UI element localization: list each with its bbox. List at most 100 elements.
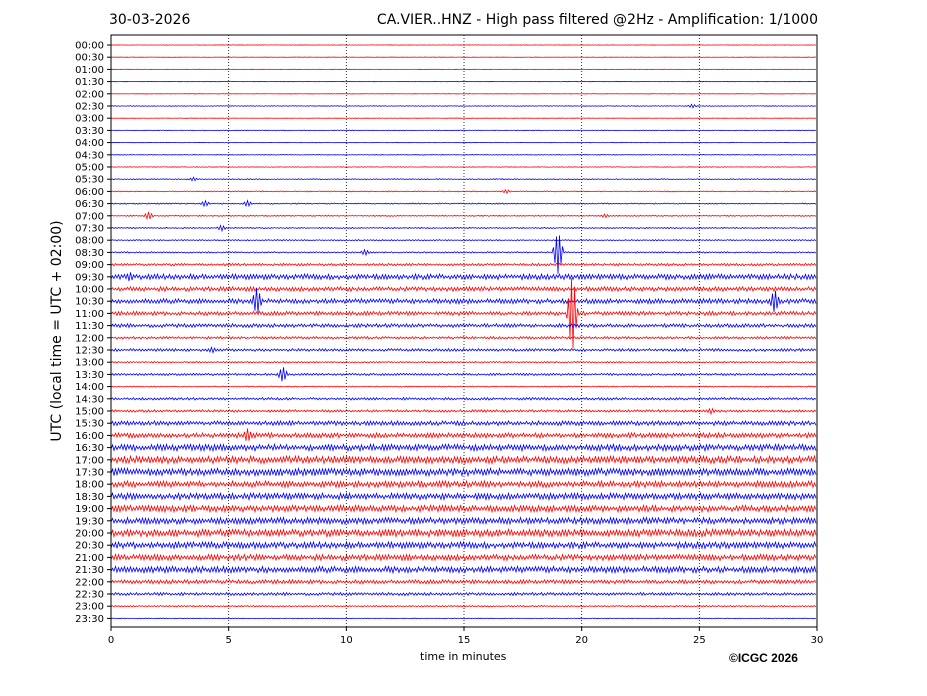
y-tick-label: 16:00 bbox=[75, 431, 104, 442]
trace-0700 bbox=[110, 211, 817, 221]
y-tick-label: 02:00 bbox=[75, 89, 104, 100]
x-tick-label: 20 bbox=[575, 635, 588, 646]
trace-0730 bbox=[110, 224, 817, 233]
trace-2200 bbox=[110, 578, 817, 585]
trace-0930 bbox=[110, 272, 817, 282]
y-tick-label: 23:00 bbox=[75, 602, 104, 613]
trace-2330 bbox=[110, 617, 817, 620]
trace-1530 bbox=[110, 419, 817, 427]
trace-1600 bbox=[110, 428, 817, 441]
y-tick-label: 07:30 bbox=[75, 224, 104, 235]
y-tick-label: 18:30 bbox=[75, 492, 104, 503]
y-tick-label: 10:30 bbox=[75, 297, 104, 308]
y-axis-label: UTC (local time = UTC + 02:00) bbox=[49, 220, 65, 442]
trace-1430 bbox=[110, 396, 817, 401]
trace-0130 bbox=[110, 80, 817, 83]
trace-1800 bbox=[110, 479, 817, 489]
trace-1230 bbox=[110, 345, 817, 354]
trace-1030 bbox=[110, 288, 817, 313]
y-tick-label: 06:00 bbox=[75, 187, 104, 198]
y-tick-label: 12:30 bbox=[75, 346, 104, 357]
trace-0330 bbox=[110, 129, 817, 132]
trace-0030 bbox=[110, 56, 817, 58]
y-tick-label: 23:30 bbox=[75, 614, 104, 625]
trace-1130 bbox=[110, 322, 817, 329]
trace-2130 bbox=[110, 564, 817, 575]
trace-1200 bbox=[110, 335, 817, 340]
y-tick-label: 22:30 bbox=[75, 590, 104, 601]
y-tick-label: 22:00 bbox=[75, 577, 104, 588]
y-tick-label: 01:30 bbox=[75, 77, 104, 88]
trace-2000 bbox=[110, 527, 817, 539]
x-tick-label: 30 bbox=[811, 635, 824, 646]
trace-1000 bbox=[110, 285, 817, 293]
plot-frame bbox=[110, 34, 818, 628]
y-tick-label: 02:30 bbox=[75, 102, 104, 113]
trace-1400 bbox=[110, 385, 817, 388]
y-tick-label: 21:00 bbox=[75, 553, 104, 564]
y-tick-label: 03:30 bbox=[75, 126, 104, 137]
trace-0900 bbox=[110, 262, 817, 267]
trace-group bbox=[110, 44, 817, 620]
y-tick-label: 15:30 bbox=[75, 419, 104, 430]
trace-0400 bbox=[110, 141, 817, 144]
y-tick-label: 14:30 bbox=[75, 394, 104, 405]
trace-0630 bbox=[110, 199, 817, 208]
y-tick-label: 11:30 bbox=[75, 321, 104, 332]
y-tick-label: 11:00 bbox=[75, 309, 104, 320]
x-tick-label: 15 bbox=[458, 635, 471, 646]
copyright-label: ©ICGC 2026 bbox=[729, 651, 798, 665]
y-tick-label: 20:00 bbox=[75, 529, 104, 540]
grid-group bbox=[228, 35, 700, 627]
y-tick-label: 14:00 bbox=[75, 382, 104, 393]
y-tick-label: 04:30 bbox=[75, 150, 104, 161]
trace-0600 bbox=[110, 188, 817, 195]
y-tick-label: 05:30 bbox=[75, 175, 104, 186]
y-tick-label: 19:00 bbox=[75, 504, 104, 515]
trace-1100 bbox=[110, 278, 817, 349]
y-tick-label: 12:00 bbox=[75, 333, 104, 344]
y-tick-label: 10:00 bbox=[75, 285, 104, 296]
x-tick-label: 25 bbox=[693, 635, 706, 646]
y-tick-label: 03:00 bbox=[75, 114, 104, 125]
x-tick-label: 10 bbox=[340, 635, 353, 646]
trace-1930 bbox=[110, 516, 817, 526]
y-tick-label: 21:30 bbox=[75, 565, 104, 576]
date-label: 30-03-2026 bbox=[109, 12, 191, 28]
trace-0800 bbox=[110, 239, 817, 242]
trace-1330 bbox=[110, 367, 817, 382]
y-tick-label: 15:00 bbox=[75, 407, 104, 418]
trace-0300 bbox=[110, 117, 817, 119]
x-tick-label: 0 bbox=[108, 635, 114, 646]
y-tick-label: 18:00 bbox=[75, 480, 104, 491]
x-tick-label: 5 bbox=[225, 635, 231, 646]
trace-1500 bbox=[110, 407, 817, 416]
trace-2030 bbox=[110, 540, 817, 550]
y-tick-label: 08:00 bbox=[75, 236, 104, 247]
y-tick-label: 08:30 bbox=[75, 248, 104, 259]
y-tick-label: 17:00 bbox=[75, 455, 104, 466]
trace-2100 bbox=[110, 553, 817, 562]
trace-0430 bbox=[110, 153, 817, 156]
trace-1700 bbox=[110, 454, 817, 466]
y-tick-label: 19:30 bbox=[75, 516, 104, 527]
trace-0230 bbox=[110, 103, 817, 109]
trace-2300 bbox=[110, 604, 817, 608]
y-tick-label: 13:30 bbox=[75, 370, 104, 381]
y-tick-label: 16:30 bbox=[75, 443, 104, 454]
y-tick-label: 13:00 bbox=[75, 358, 104, 369]
trace-0000 bbox=[110, 44, 817, 46]
y-tick-label: 20:30 bbox=[75, 541, 104, 552]
x-axis-label: time in minutes bbox=[420, 650, 507, 663]
trace-0830 bbox=[110, 235, 817, 274]
trace-0200 bbox=[110, 93, 817, 95]
trace-1730 bbox=[110, 466, 817, 478]
y-tick-label: 05:00 bbox=[75, 163, 104, 174]
y-tick-label: 09:00 bbox=[75, 260, 104, 271]
y-tick-label: 17:30 bbox=[75, 468, 104, 479]
y-tick-label: 09:30 bbox=[75, 272, 104, 283]
trace-2230 bbox=[110, 591, 817, 597]
chart-title: CA.VIER..HNZ - High pass filtered @2Hz -… bbox=[376, 12, 818, 28]
